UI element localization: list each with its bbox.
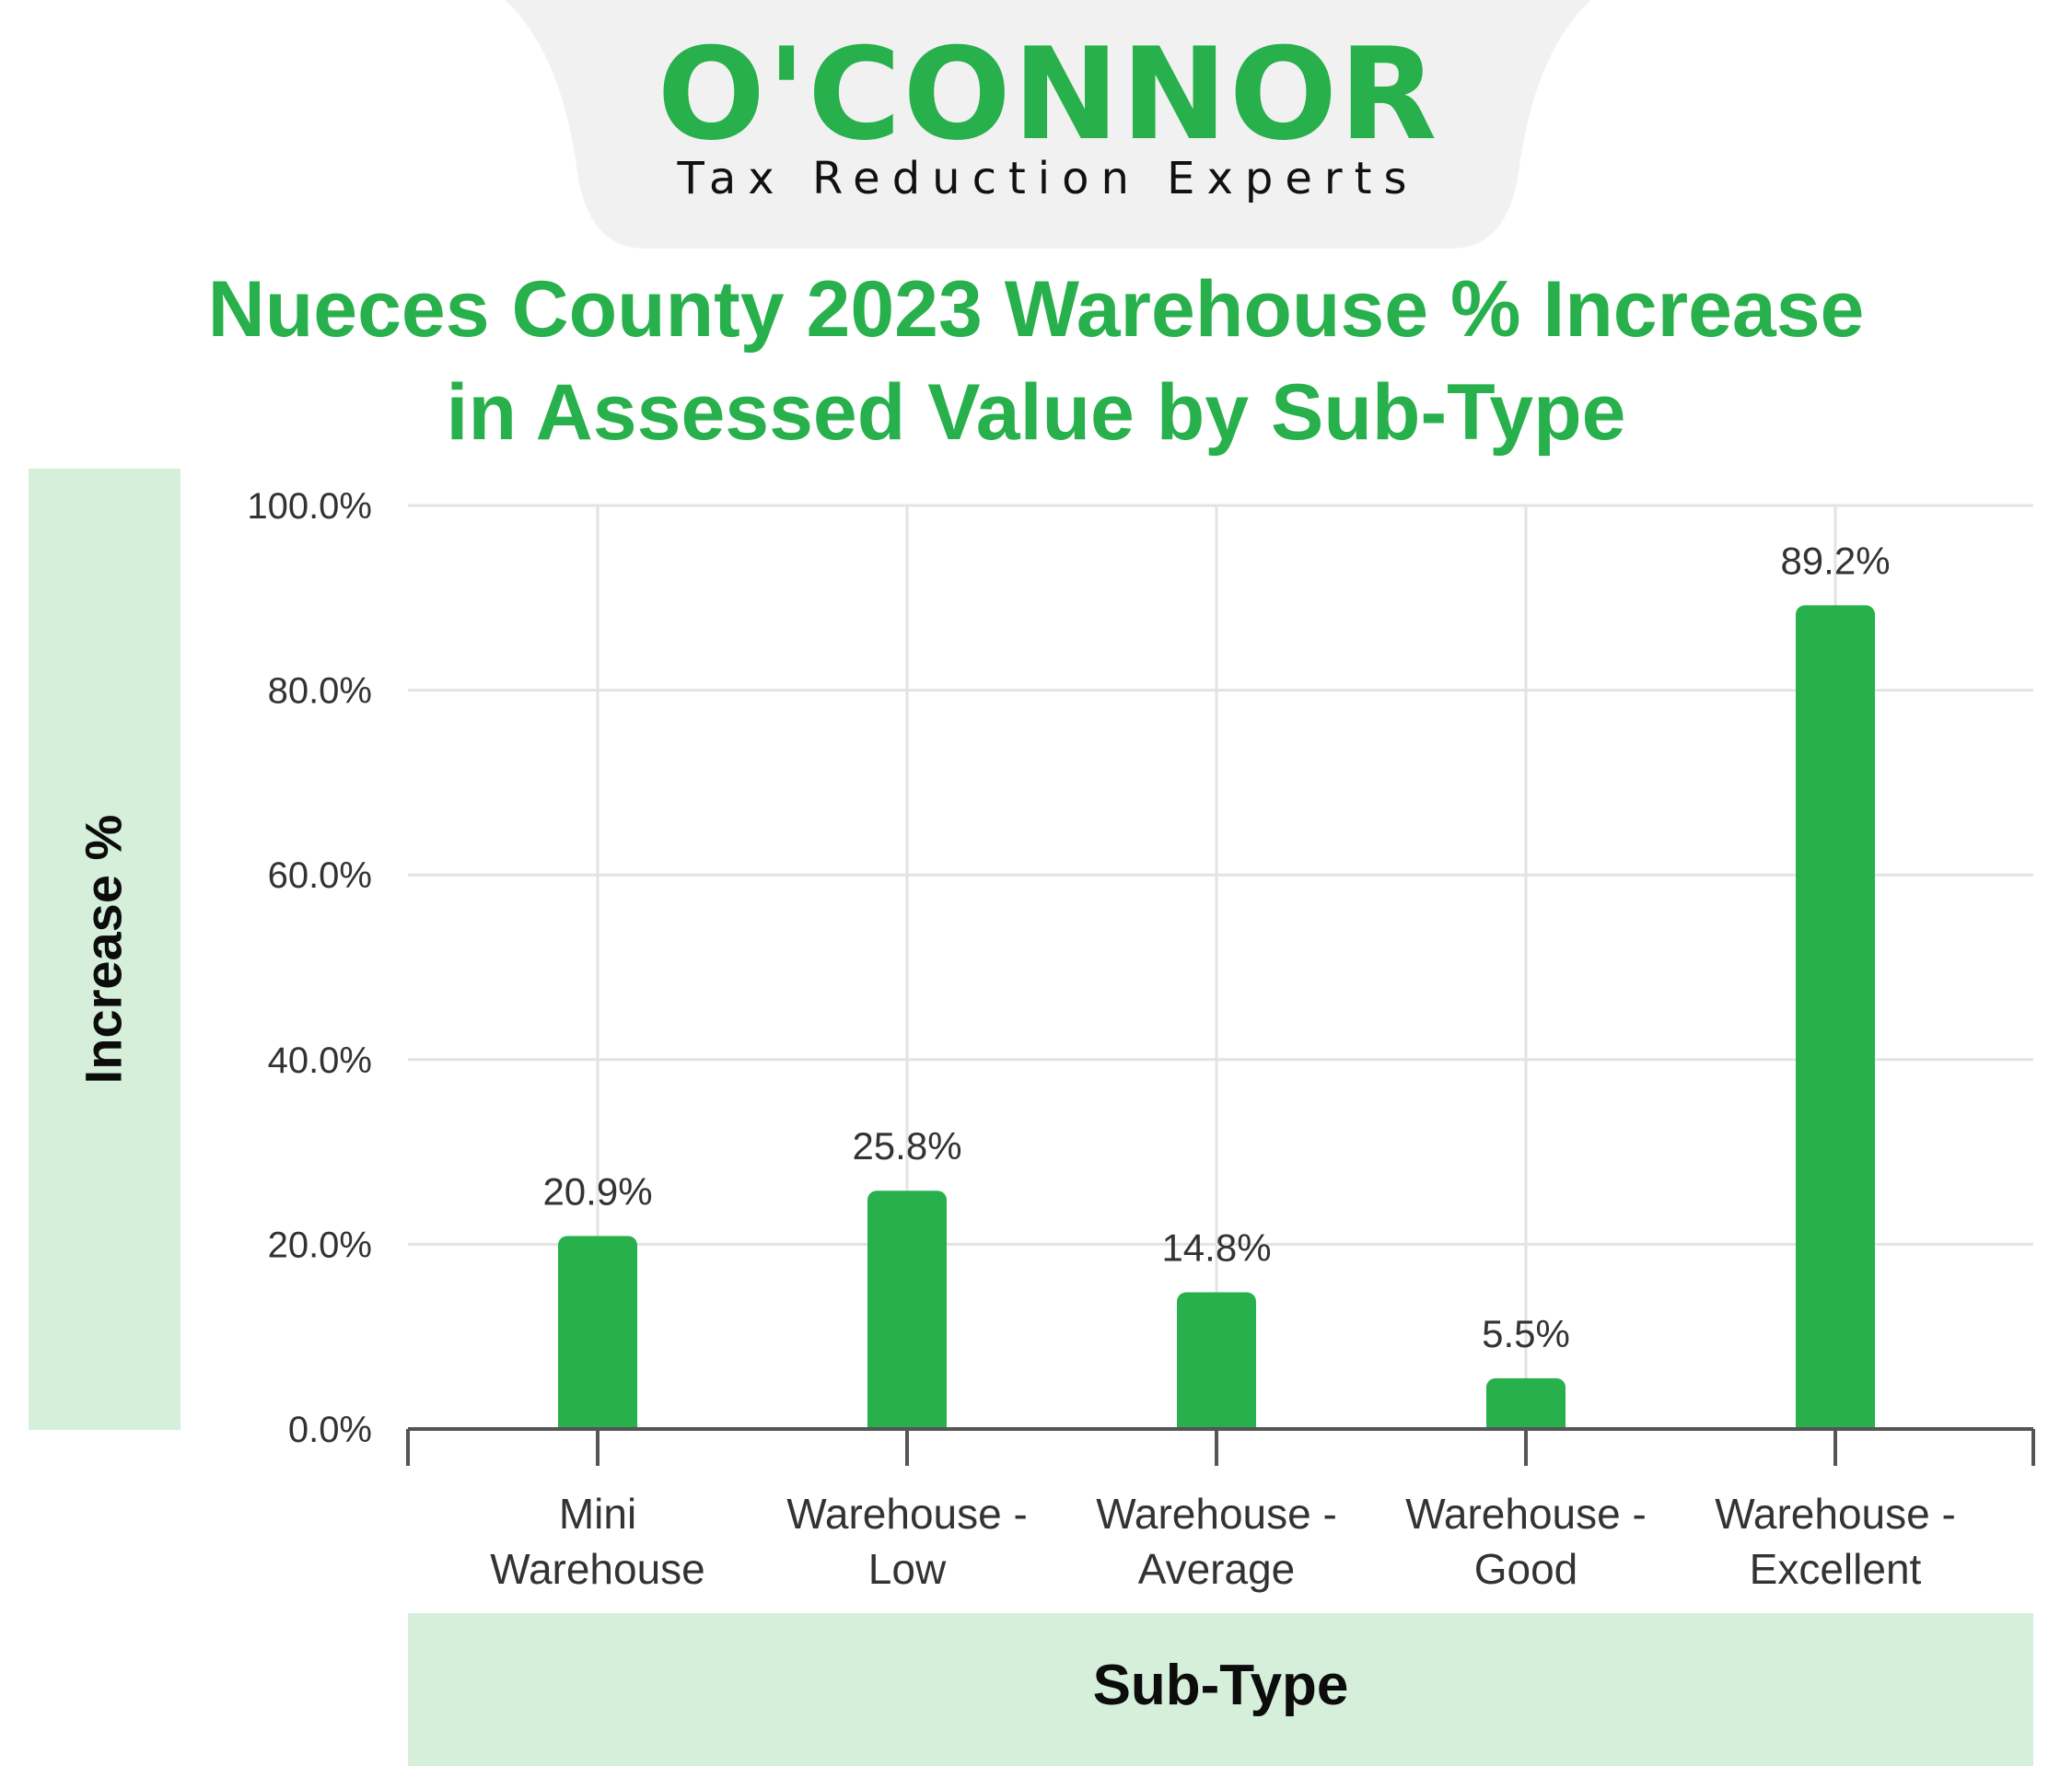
data-label: 5.5%: [1482, 1312, 1570, 1355]
x-tick-label: Warehouse: [490, 1545, 705, 1593]
x-tick-label: Warehouse -: [1715, 1490, 1956, 1538]
bar-base: [867, 1418, 947, 1429]
y-tick-label: 100.0%: [247, 486, 372, 527]
y-tick-label: 40.0%: [268, 1040, 372, 1081]
bar-base: [1486, 1418, 1566, 1429]
x-tick-label: Excellent: [1750, 1545, 1922, 1593]
bar: [1486, 1377, 1566, 1429]
y-tick-label: 80.0%: [268, 671, 372, 712]
logo-wordmark: O'CONNOR: [657, 20, 1439, 168]
x-tick-label: Warehouse -: [786, 1490, 1028, 1538]
x-tick-label: Low: [868, 1545, 947, 1593]
chart-title-line-1: Nueces County 2023 Warehouse % Increase: [207, 265, 1865, 354]
bar-base: [558, 1418, 637, 1429]
logo-tagline: Tax Reduction Experts: [677, 153, 1419, 204]
bar: [1796, 605, 1875, 1429]
bar-base: [1177, 1418, 1256, 1429]
logo-tab: O'CONNOR Tax Reduction Experts: [505, 0, 1591, 249]
x-tick-label: Good: [1474, 1545, 1578, 1593]
data-label: 20.9%: [542, 1169, 652, 1213]
bar: [867, 1191, 947, 1429]
logo-tab-shape: [505, 0, 1591, 249]
x-tick-label: Warehouse -: [1405, 1490, 1647, 1538]
bar-base: [1796, 1418, 1875, 1429]
chart-title-line-2: in Assessed Value by Sub-Type: [446, 368, 1626, 457]
data-label: 25.8%: [852, 1124, 961, 1168]
y-tick-label: 60.0%: [268, 855, 372, 896]
x-axis-label: Sub-Type: [1092, 1654, 1349, 1717]
x-tick-label: Average: [1138, 1545, 1296, 1593]
y-tick-label: 20.0%: [268, 1225, 372, 1265]
data-label: 14.8%: [1161, 1226, 1271, 1270]
bar: [1177, 1292, 1256, 1429]
x-axis-label-panel: [408, 1613, 2033, 1766]
data-label: 89.2%: [1780, 539, 1890, 582]
x-tick-label: Mini: [559, 1490, 636, 1538]
x-tick-label: Warehouse -: [1096, 1490, 1337, 1538]
bar: [558, 1236, 637, 1429]
y-axis-label-panel: [29, 469, 180, 1430]
chart-title: Nueces County 2023 Warehouse % Increase …: [0, 258, 2072, 464]
y-tick-label: 0.0%: [288, 1410, 372, 1450]
